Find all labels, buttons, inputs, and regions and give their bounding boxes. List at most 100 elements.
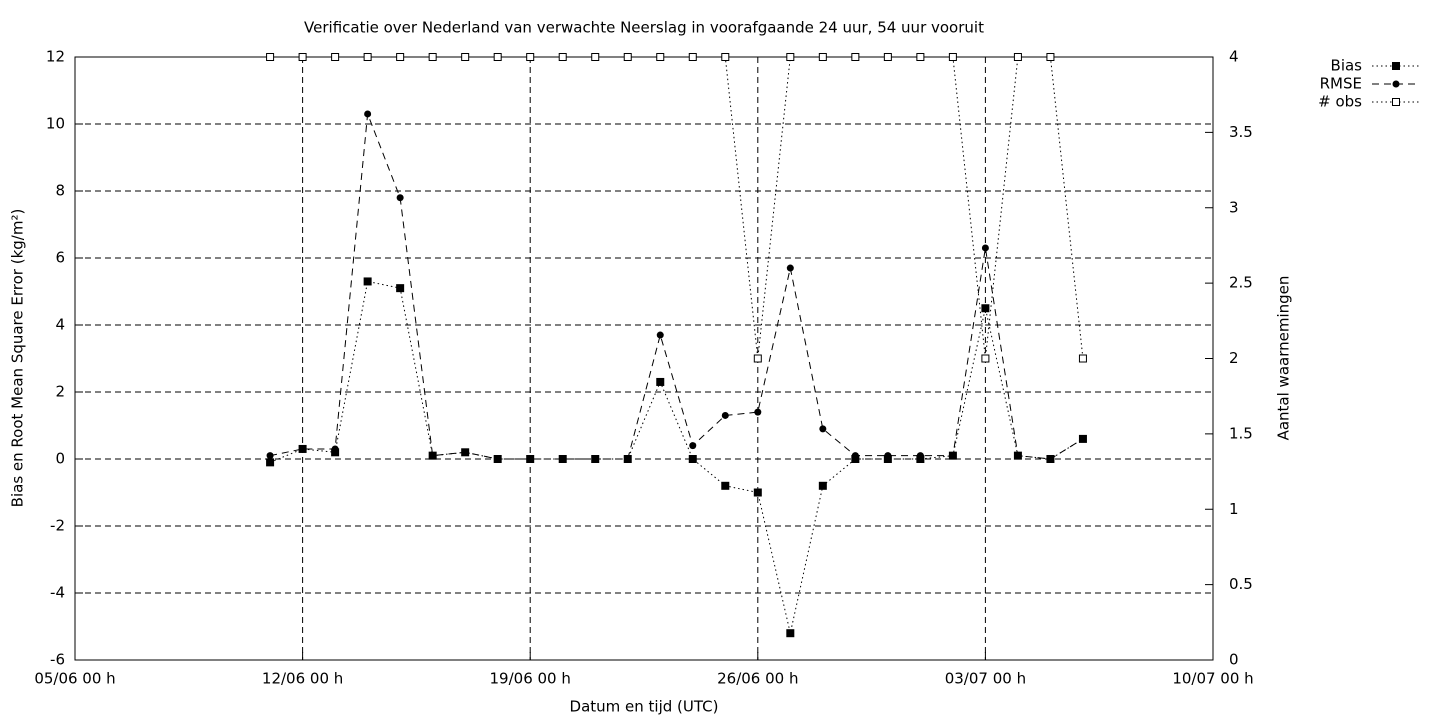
- marker: [656, 53, 665, 61]
- marker: [624, 455, 632, 463]
- y-tick-label: 8: [55, 182, 65, 200]
- marker: [818, 481, 827, 490]
- marker: [949, 452, 957, 460]
- x-axis-label: Datum en tijd (UTC): [570, 698, 719, 716]
- marker: [526, 53, 535, 61]
- y-axis-label: Bias en Root Mean Square Error (kg/m²): [9, 209, 27, 508]
- y2-tick-label: 1: [1229, 500, 1239, 518]
- y-tick-label: -2: [50, 517, 65, 535]
- marker: [981, 354, 990, 363]
- y2-tick-label: 0.5: [1229, 575, 1253, 593]
- legend-marker: [1392, 80, 1400, 88]
- y-tick-label: -4: [50, 584, 65, 602]
- marker: [331, 53, 340, 61]
- marker: [818, 53, 827, 61]
- marker: [363, 53, 372, 61]
- marker: [948, 53, 957, 61]
- y-tick-label: -6: [50, 651, 65, 669]
- legend-label: RMSE: [1320, 75, 1362, 93]
- marker: [786, 264, 794, 272]
- y2-tick-label: 2: [1229, 349, 1239, 367]
- legend-marker: [1392, 62, 1400, 70]
- marker: [754, 408, 762, 416]
- x-tick-label: 03/07 00 h: [945, 670, 1026, 688]
- marker: [396, 53, 405, 61]
- marker: [688, 53, 697, 61]
- marker: [721, 481, 730, 490]
- marker: [298, 53, 307, 61]
- marker: [331, 445, 339, 453]
- y-tick-label: 2: [55, 383, 65, 401]
- marker: [461, 53, 470, 61]
- marker: [1046, 455, 1054, 463]
- marker: [623, 53, 632, 61]
- marker: [721, 411, 729, 419]
- marker: [364, 110, 372, 118]
- y-tick-label: 12: [46, 48, 65, 66]
- x-tick-label: 26/06 00 h: [717, 670, 798, 688]
- series-line: [270, 56, 1084, 359]
- marker: [266, 458, 275, 467]
- marker: [299, 445, 307, 453]
- marker: [266, 452, 274, 460]
- marker: [916, 452, 924, 460]
- y-tick-label: 4: [55, 316, 65, 334]
- marker: [753, 354, 762, 363]
- marker: [721, 53, 730, 61]
- y-tick-label: 0: [55, 450, 65, 468]
- y2-tick-label: 1.5: [1229, 424, 1253, 442]
- marker: [981, 244, 989, 252]
- marker: [851, 452, 859, 460]
- x-tick-label: 12/06 00 h: [262, 670, 343, 688]
- marker: [1046, 53, 1055, 61]
- y2-axis-label: Aantal waarnemingen: [1275, 276, 1293, 441]
- marker: [493, 53, 502, 61]
- legend-label: Bias: [1331, 57, 1363, 75]
- plot-frame: [74, 56, 1214, 661]
- x-tick-label: 05/06 00 h: [34, 670, 115, 688]
- marker: [1078, 354, 1087, 363]
- marker: [396, 194, 404, 202]
- marker: [753, 488, 762, 497]
- marker: [591, 455, 599, 463]
- marker: [559, 455, 567, 463]
- chart-title: Verificatie over Nederland van verwachte…: [304, 19, 984, 37]
- marker: [688, 455, 697, 463]
- marker: [266, 53, 275, 61]
- marker: [883, 53, 892, 61]
- y2-tick-label: 4: [1229, 48, 1239, 66]
- y2-tick-label: 0: [1229, 651, 1239, 669]
- marker: [396, 284, 405, 293]
- marker: [689, 442, 697, 450]
- marker: [786, 629, 795, 638]
- marker: [526, 455, 534, 463]
- marker: [1079, 435, 1087, 443]
- y-tick-label: 10: [46, 115, 65, 133]
- marker: [819, 425, 827, 433]
- marker: [1014, 452, 1022, 460]
- x-tick-label: 19/06 00 h: [490, 670, 571, 688]
- marker: [656, 331, 664, 339]
- legend-marker: [1392, 98, 1400, 106]
- marker: [656, 377, 665, 386]
- marker: [786, 53, 795, 61]
- series-line: [269, 280, 1084, 634]
- legend-label: # obs: [1318, 93, 1362, 111]
- marker: [1013, 53, 1022, 61]
- y2-tick-label: 3: [1229, 198, 1239, 216]
- marker: [916, 53, 925, 61]
- marker: [558, 53, 567, 61]
- x-tick-label: 10/07 00 h: [1172, 670, 1253, 688]
- marker: [428, 53, 437, 61]
- marker: [851, 53, 860, 61]
- marker: [363, 277, 372, 286]
- y2-tick-label: 2.5: [1229, 274, 1253, 292]
- y-tick-label: 6: [55, 249, 65, 267]
- marker: [591, 53, 600, 61]
- series-line: [269, 113, 1084, 460]
- marker: [884, 452, 892, 460]
- y2-tick-label: 3.5: [1229, 123, 1253, 141]
- marker: [494, 455, 502, 463]
